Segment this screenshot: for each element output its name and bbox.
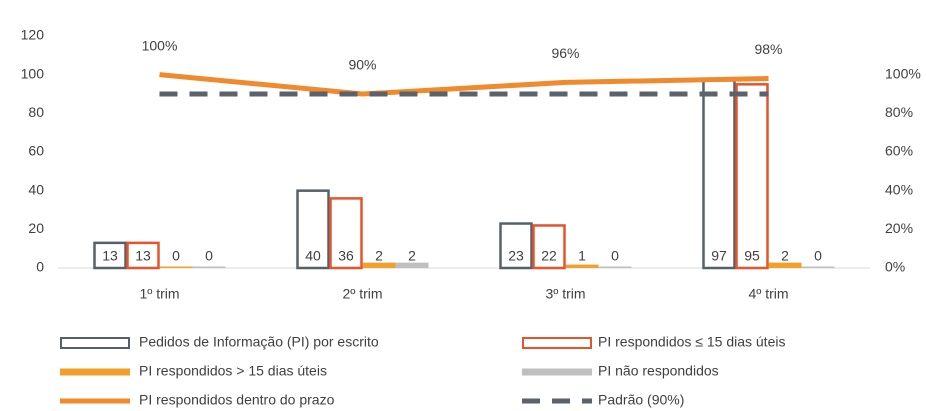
bar [598, 266, 632, 268]
x-tick-label: 2º trim [342, 286, 382, 302]
y-tick-label: 0 [36, 259, 44, 275]
legend-swatch [60, 337, 130, 349]
bar [192, 266, 226, 268]
x-tick-label: 4º trim [748, 286, 788, 302]
y2-tick-label: 60% [885, 143, 913, 159]
legend-label: PI respondidos ≤ 15 dias úteis [598, 334, 785, 350]
bar-value-label: 22 [541, 248, 557, 264]
y-tick-label: 120 [21, 27, 45, 43]
y-tick-label: 80 [28, 104, 44, 120]
legend-label: PI respondidos dentro do prazo [139, 392, 335, 408]
bar-value-label: 36 [338, 248, 354, 264]
bar-value-label: 97 [711, 248, 727, 264]
bar-value-label: 2 [408, 248, 416, 264]
bar-value-label: 13 [102, 248, 118, 264]
legend-swatch [60, 368, 130, 376]
bar [499, 222, 533, 270]
legend-swatch [522, 368, 592, 376]
bar-value-label: 2 [375, 248, 383, 264]
y2-tick-label: 20% [885, 220, 913, 236]
y2-tick-label: 0% [885, 259, 905, 275]
bar-value-label: 0 [172, 248, 180, 264]
bar-value-label: 0 [205, 248, 213, 264]
bar-value-label: 40 [305, 248, 321, 264]
bar-value-label: 0 [611, 248, 619, 264]
bar [395, 262, 429, 268]
y2-tick-label: 100% [885, 65, 921, 81]
bar-value-label: 13 [135, 248, 151, 264]
bar [329, 197, 363, 270]
line-value-label: 98% [754, 41, 782, 57]
y-tick-label: 20 [28, 220, 44, 236]
bar-value-label: 2 [781, 248, 789, 264]
line-value-label: 96% [551, 45, 579, 61]
bar-value-label: 23 [508, 248, 524, 264]
line-value-label: 90% [348, 57, 376, 73]
legend-label: Padrão (90%) [598, 392, 684, 408]
bar [801, 266, 835, 268]
bar [159, 266, 193, 268]
bar [532, 224, 566, 270]
x-tick-label: 1º trim [139, 286, 179, 302]
bar [296, 189, 330, 270]
y2-tick-label: 40% [885, 181, 913, 197]
y-tick-label: 40 [28, 181, 44, 197]
legend-swatch [522, 337, 592, 349]
bar-value-label: 1 [578, 248, 586, 264]
legend-label: Pedidos de Informação (PI) por escrito [139, 334, 379, 350]
x-tick-label: 3º trim [545, 286, 585, 302]
bar [565, 264, 599, 268]
bar [93, 241, 127, 270]
y-tick-label: 100 [21, 65, 45, 81]
bar [362, 262, 396, 268]
bar [768, 262, 802, 268]
legend-label: PI respondidos > 15 dias úteis [139, 363, 327, 379]
y2-tick-label: 80% [885, 104, 913, 120]
bar [126, 241, 160, 270]
bar [735, 83, 769, 270]
y-tick-label: 60 [28, 143, 44, 159]
bar-value-label: 95 [744, 248, 760, 264]
line-value-label: 100% [142, 37, 178, 53]
bar [702, 79, 736, 270]
line-series [159, 72, 769, 97]
legend-label: PI não respondidos [598, 363, 719, 379]
bar-value-label: 0 [814, 248, 822, 264]
